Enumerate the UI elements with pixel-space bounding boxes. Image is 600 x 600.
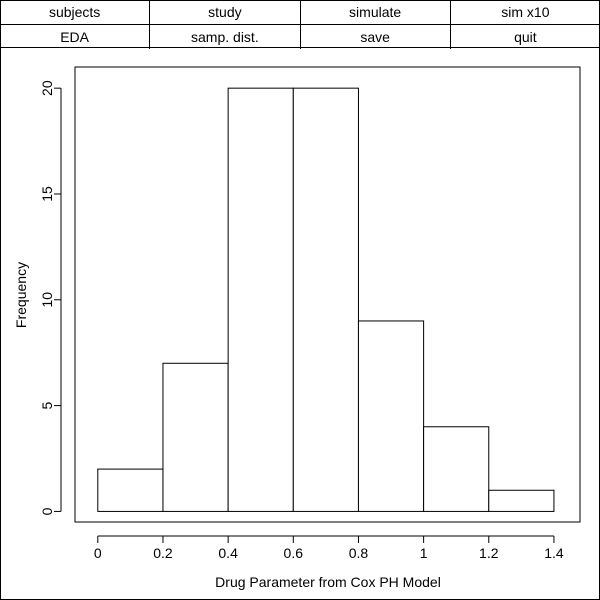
samp-dist-button[interactable]: samp. dist. <box>150 25 301 49</box>
x-tick-label-6: 1.2 <box>479 545 499 561</box>
histogram-bar-5 <box>423 426 490 512</box>
histogram-bar-2 <box>227 87 294 512</box>
sim-x10-button[interactable]: sim x10 <box>501 4 550 20</box>
simulate-button[interactable]: simulate <box>301 0 451 24</box>
plot-area-border <box>74 66 581 523</box>
x-tick-label-7: 1.4 <box>544 545 564 561</box>
study-button[interactable]: study <box>150 0 301 24</box>
x-tick-label-1: 0.2 <box>153 545 173 561</box>
histogram-bar-6 <box>488 489 555 512</box>
x-tick-label-4: 0.8 <box>349 545 369 561</box>
y-tick-label-2: 10 <box>39 292 55 308</box>
eda-button[interactable]: EDA <box>0 25 151 49</box>
x-tick-label-2: 0.4 <box>218 545 238 561</box>
histogram-bar-1 <box>162 362 229 512</box>
y-axis: 0 5 10 15 20 <box>39 80 62 515</box>
y-tick-label-0: 0 <box>39 507 55 515</box>
y-tick-label-3: 15 <box>39 186 55 202</box>
y-tick-label-1: 5 <box>39 402 55 410</box>
menu-bar: subjects study simulate sim x10 EDA samp… <box>0 0 600 49</box>
menu-divider <box>0 47 600 48</box>
y-tick-label-4: 20 <box>39 80 55 96</box>
histogram-bar-3 <box>292 87 359 512</box>
menu-row-2: EDA samp. dist. save quit <box>0 24 600 49</box>
histogram-bar-0 <box>97 468 164 512</box>
x-axis: 0 0.2 0.4 0.6 0.8 1 1.2 1.4 <box>94 535 564 561</box>
subjects-button[interactable]: subjects <box>0 0 151 24</box>
x-tick-label-3: 0.6 <box>284 545 304 561</box>
quit-button[interactable]: quit <box>514 29 537 45</box>
x-axis-label: Drug Parameter from Cox PH Model <box>215 574 441 590</box>
histogram-bars <box>97 87 555 512</box>
histogram-bar-4 <box>357 320 425 512</box>
y-axis-label: Frequency <box>13 262 29 328</box>
save-button[interactable]: save <box>301 25 451 49</box>
menu-row-1: subjects study simulate sim x10 <box>0 0 600 24</box>
x-tick-label-5: 1 <box>420 545 428 561</box>
x-tick-label-0: 0 <box>94 545 102 561</box>
